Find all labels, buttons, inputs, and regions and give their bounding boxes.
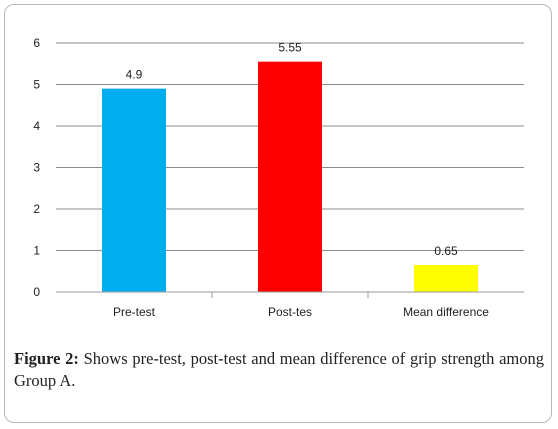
y-tick-label: 5	[33, 78, 40, 92]
data-labels: 4.9 5.55 0.65	[126, 41, 458, 258]
data-label: 5.55	[278, 41, 302, 55]
y-axis-ticks: 0 1 2 3 4 5 6	[33, 36, 40, 299]
figure-caption: Figure 2: Shows pre-test, post-test and …	[14, 348, 544, 392]
data-label: 4.9	[126, 68, 143, 82]
caption-text: Shows pre-test, post-test and mean diffe…	[14, 349, 544, 390]
x-category-label: Mean difference	[403, 305, 489, 319]
y-tick-label: 1	[33, 244, 40, 258]
y-tick-label: 0	[33, 285, 40, 299]
bar-mean-difference	[414, 265, 478, 292]
bar-chart: 0 1 2 3 4 5 6 4.9 5.55 0.65 Pre-test Post-tes Mean…	[33, 36, 524, 319]
x-axis-categories: Pre-test Post-tes Mean difference	[113, 292, 489, 319]
bar-pre-test	[102, 88, 166, 293]
data-label: 0.65	[434, 244, 458, 258]
x-category-label: Post-tes	[268, 305, 312, 319]
y-tick-label: 4	[33, 119, 40, 133]
bars	[102, 61, 478, 293]
y-tick-label: 2	[33, 202, 40, 216]
x-category-label: Pre-test	[113, 305, 156, 319]
caption-label: Figure 2:	[14, 349, 79, 368]
bar-post-tes	[258, 61, 322, 292]
y-tick-label: 6	[33, 36, 40, 50]
y-tick-label: 3	[33, 161, 40, 175]
